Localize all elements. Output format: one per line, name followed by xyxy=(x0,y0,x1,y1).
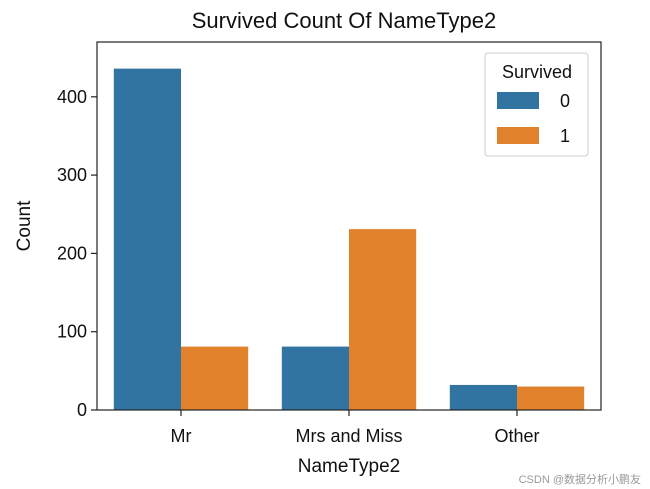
chart-title: Survived Count Of NameType2 xyxy=(192,8,496,33)
legend-label-0: 0 xyxy=(560,91,570,111)
bar-mr-survived-1 xyxy=(181,346,249,410)
bar-mrs-and-miss-survived-0 xyxy=(281,346,349,410)
legend-title: Survived xyxy=(502,62,572,82)
bar-mrs-and-miss-survived-1 xyxy=(349,229,417,410)
legend-items: 01 xyxy=(497,91,570,146)
x-tick-label: Mr xyxy=(171,426,192,446)
legend: Survived 01 xyxy=(484,52,589,157)
bar-mr-survived-0 xyxy=(113,68,181,410)
x-axis-label: NameType2 xyxy=(298,456,400,477)
y-axis-label: Count xyxy=(14,200,35,251)
watermark-text: CSDN @数据分析小鹏友 xyxy=(519,472,641,486)
y-tick-label: 100 xyxy=(57,322,87,342)
y-tick-label: 0 xyxy=(77,400,87,420)
legend-swatch-0 xyxy=(497,92,539,109)
x-tick-label: Other xyxy=(494,426,539,446)
y-tick-label: 300 xyxy=(57,165,87,185)
x-tick-label: Mrs and Miss xyxy=(295,426,402,446)
y-tick-label: 200 xyxy=(57,243,87,263)
bar-other-survived-0 xyxy=(449,384,517,410)
legend-swatch-1 xyxy=(497,127,539,144)
legend-label-1: 1 xyxy=(560,126,570,146)
y-axis-ticks: 0 100 200 300 400 xyxy=(57,87,97,420)
bar-other-survived-1 xyxy=(517,386,585,410)
y-tick-label: 400 xyxy=(57,87,87,107)
bars-group xyxy=(113,68,585,410)
plot-area-frame xyxy=(96,41,602,411)
x-axis-ticks: Mr Mrs and Miss Other xyxy=(171,410,540,446)
